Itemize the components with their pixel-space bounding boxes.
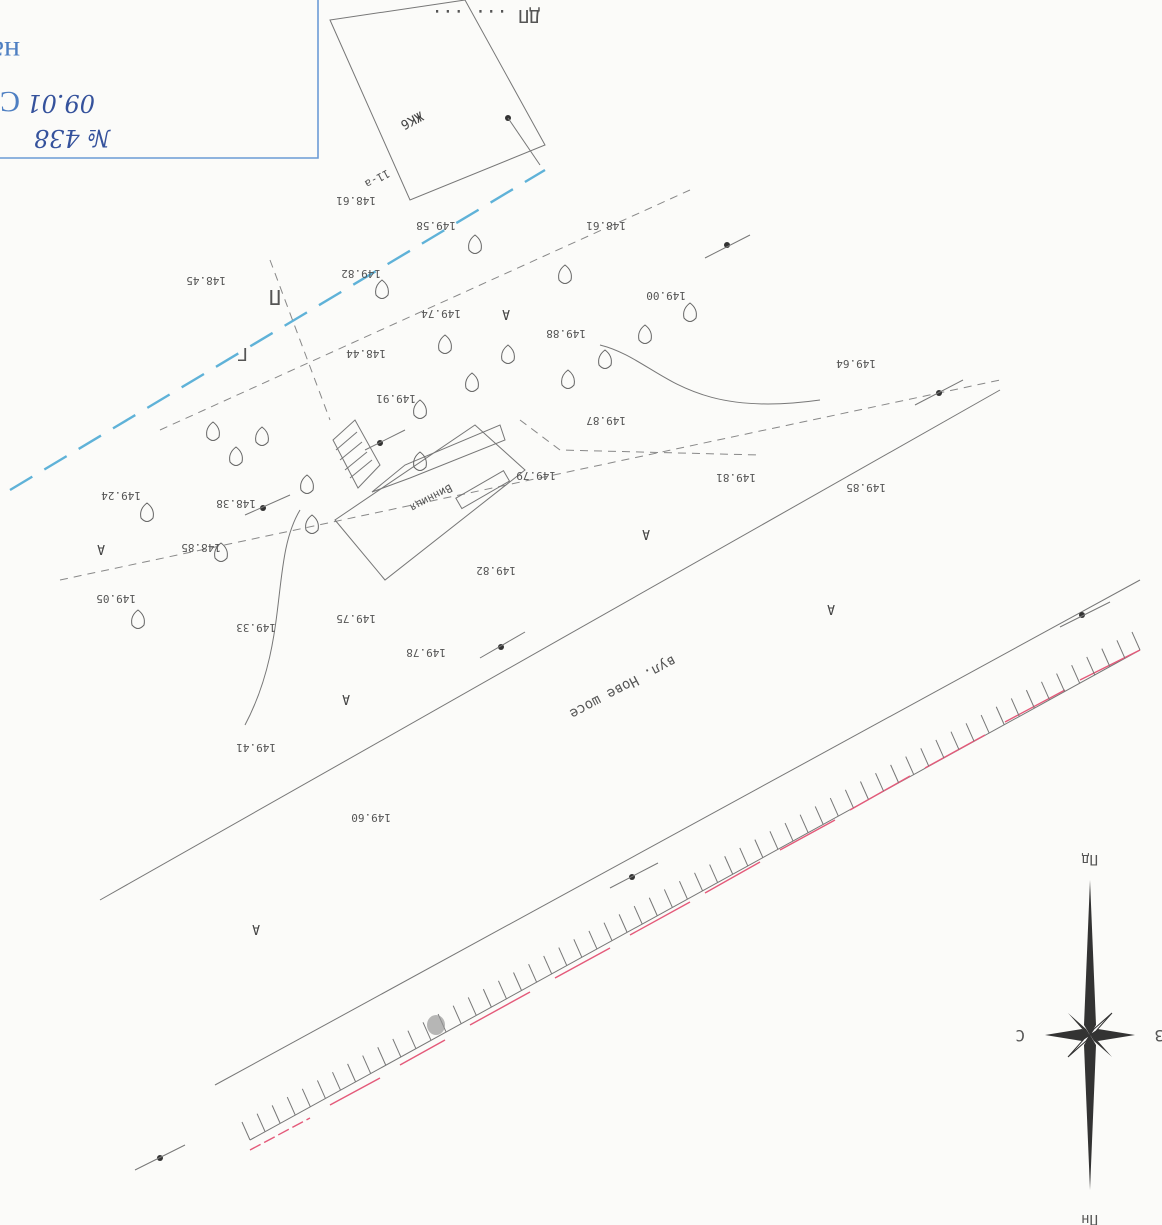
lamp-posts [134, 115, 1111, 1171]
street-label: вул. Нове шосе [567, 652, 679, 722]
elevation-label: 148.61 [336, 194, 376, 207]
tree-icon [305, 514, 319, 534]
road-marker: А [642, 526, 650, 541]
lamp-post-icon [364, 429, 406, 451]
tree-icon [206, 421, 220, 441]
compass-left-letter: С [1015, 1026, 1025, 1045]
top-faint-text: ДП ... ... [432, 5, 540, 26]
elevation-label: 149.05 [96, 592, 136, 605]
elevation-label: 149.85 [846, 481, 886, 494]
lamp-post-icon [1059, 601, 1111, 628]
compass-needle-north [1084, 880, 1096, 1035]
compass-needle-south [1084, 1035, 1096, 1190]
red-road-markings [249, 649, 1141, 1151]
elevations-layer: 148.61 149.58 148.61 148.45 149.82 149.00 149.… [96, 194, 886, 824]
elevation-label: 149.87 [586, 414, 626, 427]
stamp-number: № 438 [34, 124, 111, 152]
compass-north-label: Пн [1081, 1211, 1098, 1225]
road-marker: А [97, 541, 105, 556]
road-hatching [241, 631, 1141, 1141]
compass-south-label: Пд [1081, 851, 1098, 867]
elevation-label: 149.81 [716, 471, 756, 484]
road-edge-south [214, 579, 1141, 1086]
elevation-label: 149.74 [421, 307, 461, 320]
elevation-label: 148.45 [186, 274, 226, 287]
road-edge-north [99, 389, 1001, 901]
building-zhk-label: ЖК6 [398, 108, 426, 132]
road-marker: А [252, 921, 260, 936]
lamp-post-icon [609, 862, 659, 889]
road-markers-layer: А А А А А А [97, 306, 835, 936]
lamp-post-icon [479, 631, 526, 659]
road-marker: А [827, 601, 835, 616]
elevation-label: 149.64 [836, 357, 876, 370]
tree-icon [140, 502, 154, 522]
tree-icon [214, 542, 228, 562]
compass-right-letter: З [1154, 1026, 1162, 1045]
tree-icon [465, 372, 479, 392]
trees-layer [131, 234, 697, 629]
staircase [332, 419, 381, 489]
tree-icon [229, 446, 243, 466]
lamp-post-icon [704, 234, 751, 259]
letter-p: П [269, 285, 281, 309]
elevation-label: 149.79 [516, 469, 556, 482]
letter-g: Г [237, 343, 248, 364]
tree-icon [413, 451, 427, 471]
elevation-label: 149.75 [336, 612, 376, 625]
elevation-label: 148.85 [181, 541, 221, 554]
elevation-label: 148.44 [346, 347, 386, 360]
tree-icon [438, 334, 452, 354]
tree-icon [683, 302, 697, 322]
vynnytsia-building: Винниця [334, 424, 526, 581]
elevation-label: 149.58 [416, 219, 456, 232]
embankment-east [599, 344, 821, 405]
road-marker: А [342, 691, 350, 706]
elevation-label: 148.38 [216, 497, 256, 510]
embankment-west [244, 509, 301, 726]
ink-spot [427, 1015, 445, 1035]
tree-icon [255, 426, 269, 446]
building-code-label: 11-а [362, 167, 392, 191]
tree-icon [558, 264, 572, 284]
tree-icon [413, 399, 427, 419]
lot-line-4 [519, 419, 761, 456]
stamp-date: 09.01 [26, 89, 95, 117]
road-marker: А [502, 306, 510, 321]
elevation-label: 148.61 [586, 219, 626, 232]
elevation-label: 149.82 [341, 267, 381, 280]
elevation-label: 149.24 [101, 489, 141, 502]
tree-icon [638, 324, 652, 344]
tree-icon [598, 349, 612, 369]
lamp-post-icon [914, 379, 964, 406]
lamp-post-icon [505, 115, 541, 166]
tree-icon [131, 609, 145, 629]
building-zhk-outline [329, 0, 546, 201]
tree-icon [375, 279, 389, 299]
stamp-line1: Станом на [0, 85, 20, 118]
tree-icon [561, 369, 575, 389]
tree-icon [300, 474, 314, 494]
elevation-label: 149.60 [351, 811, 391, 824]
elevation-label: 149.88 [546, 327, 586, 340]
lamp-post-icon [244, 494, 291, 516]
elevation-label: 149.82 [476, 564, 516, 577]
lot-line-3 [269, 259, 331, 421]
stamp-line2: на топографічн [0, 35, 20, 68]
elevation-label: 149.33 [236, 621, 276, 634]
lamp-post-icon [134, 1144, 186, 1171]
elevation-label: 149.91 [376, 392, 416, 405]
boundary-blue-line [9, 168, 546, 492]
elevation-label: 149.78 [406, 646, 446, 659]
registration-stamp: Станом на на топографічн 09.01 № 438 [0, 0, 319, 159]
elevation-label: 149.00 [646, 289, 686, 302]
elevation-label: 149.41 [236, 741, 276, 754]
tree-icon [468, 234, 482, 254]
tree-icon [501, 344, 515, 364]
road-edge-south-2 [249, 649, 1141, 1141]
compass-rose: Пд Пн С З [1015, 851, 1162, 1225]
